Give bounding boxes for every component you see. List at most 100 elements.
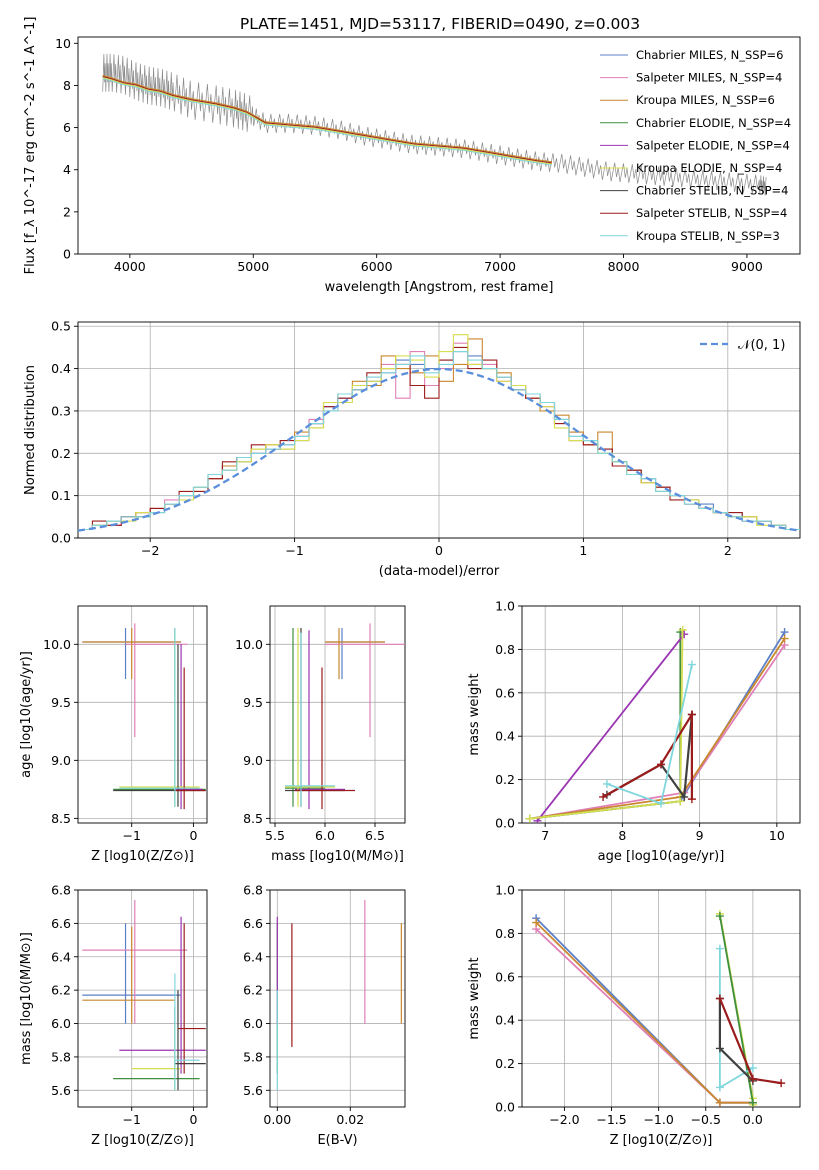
y-tick-label: 6.4 <box>243 949 263 964</box>
x-tick-label: 6.0 <box>315 828 335 843</box>
weight-marker <box>657 760 665 769</box>
y-tick-label: 0.2 <box>495 772 515 787</box>
weight-marker <box>715 1044 724 1053</box>
weight-marker <box>715 912 724 921</box>
y-tick-label: 0 <box>63 247 71 262</box>
legend-label: Salpeter MILES, N_SSP=4 <box>636 71 782 85</box>
x-tick-label: −0.5 <box>691 1112 721 1127</box>
weight-marker <box>676 797 685 806</box>
y-tick-label: 9.0 <box>51 753 71 768</box>
weight-vs-age-panel: 7 8 9 10 0.0 0.2 0.4 0.6 0.8 1.0 age [log10(age/yr… <box>467 599 801 864</box>
legend-label: Chabrier MILES, N_SSP=6 <box>636 48 783 62</box>
x-axis-label: wavelength [Angstrom, rest frame] <box>325 280 554 295</box>
y-tick-label: 0.4 <box>495 729 515 744</box>
weight-marker <box>680 792 689 801</box>
axes-frame <box>77 605 208 824</box>
residuals-panel: −2 −1 0 1 2 0.0 0.1 0.2 0.3 0.4 0.5 (data-model)/er… <box>23 319 801 579</box>
x-tick-label: 0.00 <box>263 1112 291 1127</box>
axes-frame <box>269 605 406 824</box>
legend-label: Chabrier ELODIE, N_SSP=4 <box>636 116 791 130</box>
y-tick-label: 6.6 <box>243 916 263 931</box>
axes-frame <box>269 889 406 1108</box>
x-tick-label: 9 <box>696 828 704 843</box>
x-axis-label: Z [log10(Z/Z⊙)] <box>610 1133 713 1148</box>
y-tick-label: 8 <box>63 78 71 93</box>
y-tick-label: 0.6 <box>495 685 515 700</box>
y-tick-label: 0.2 <box>51 446 71 461</box>
y-tick-label: 8.5 <box>243 811 263 826</box>
plot-area <box>82 900 206 1091</box>
x-axis-label: mass [log10(M/M⊙)] <box>271 849 404 864</box>
y-tick-label: 6.2 <box>243 983 263 998</box>
x-tick-label: 0 <box>435 543 443 558</box>
y-tick-label: 6.8 <box>51 883 71 898</box>
y-axis-label: mass [log10(M/M⊙)] <box>19 932 34 1065</box>
weight-line <box>529 638 786 820</box>
x-tick-label: −2.0 <box>549 1112 579 1127</box>
y-tick-label: 9.5 <box>243 695 263 710</box>
y-tick-label: 0.5 <box>51 319 71 334</box>
normal-curve <box>78 367 800 532</box>
weight-line <box>606 714 693 801</box>
x-tick-label: 2 <box>724 543 732 558</box>
legend-label: 𝒩(0, 1) <box>738 338 785 353</box>
y-tick-label: 0.8 <box>495 642 515 657</box>
plot-area <box>276 900 402 1091</box>
spectrum-panel: 4000 5000 6000 7000 8000 9000 0 2 4 6 8 10 wavelengt… <box>23 17 801 295</box>
weight-marker <box>687 660 696 669</box>
y-tick-label: 9.0 <box>243 753 263 768</box>
x-axis-label: E(B-V) <box>317 1133 357 1148</box>
weight-line <box>718 998 782 1085</box>
x-tick-label: 1 <box>579 543 587 558</box>
x-tick-label: −1 <box>122 828 140 843</box>
x-tick-label: −1 <box>122 1112 140 1127</box>
weight-line <box>529 644 786 820</box>
plot-area <box>102 53 767 196</box>
weight-marker <box>748 1098 757 1107</box>
x-tick-label: 7 <box>541 828 549 843</box>
y-tick-label: 6.0 <box>243 1016 263 1031</box>
x-tick-label: 6000 <box>361 259 393 274</box>
y-tick-label: 2 <box>63 204 71 219</box>
mass-vs-metallicity-panel: −1 0 5.6 5.8 6.0 6.2 6.4 6.6 6.8 Z [log10(Z/Z⊙)] m… <box>19 883 208 1148</box>
x-tick-label: 9000 <box>731 259 763 274</box>
legend-label: Salpeter STELIB, N_SSP=4 <box>636 206 787 220</box>
x-tick-label: 0.0 <box>743 1112 763 1127</box>
axes-frame <box>521 889 801 1108</box>
y-axis-label: age [log10(age/yr)] <box>19 651 34 778</box>
plot-area <box>285 623 405 810</box>
y-tick-label: 6 <box>63 120 71 135</box>
y-tick-label: 6.4 <box>51 949 71 964</box>
weight-marker <box>602 779 611 788</box>
weight-marker <box>715 994 724 1003</box>
x-tick-label: 8000 <box>608 259 640 274</box>
y-axis-label: Normed distribution <box>23 365 38 495</box>
weight-marker <box>525 814 534 823</box>
x-tick-label: 8 <box>618 828 626 843</box>
y-tick-label: 10.0 <box>235 637 263 652</box>
y-tick-label: 0.0 <box>495 816 515 831</box>
legend-label: Kroupa MILES, N_SSP=6 <box>636 93 775 107</box>
y-tick-label: 6.6 <box>51 916 71 931</box>
y-tick-label: 4 <box>63 162 71 177</box>
x-tick-label: −1 <box>285 543 303 558</box>
plot-area <box>82 623 206 810</box>
x-tick-label: 0 <box>189 1112 197 1127</box>
x-tick-label: 7000 <box>484 259 516 274</box>
x-tick-label: 5000 <box>237 259 269 274</box>
legend: 𝒩(0, 1) <box>700 338 785 353</box>
y-tick-label: 5.8 <box>243 1049 263 1064</box>
weight-marker <box>687 710 696 719</box>
weight-line <box>529 629 684 820</box>
x-tick-label: −1.0 <box>643 1112 673 1127</box>
x-tick-label: −1.5 <box>596 1112 626 1127</box>
weight-marker <box>678 625 687 634</box>
y-axis-label: mass weight <box>467 673 482 755</box>
y-tick-label: 8.5 <box>51 811 71 826</box>
weight-marker <box>532 918 541 927</box>
weight-vs-metallicity-panel: −2.0 −1.5 −1.0 −0.5 0.0 0.0 0.2 0.4 0.6 0.8 1.0 Z [… <box>467 883 801 1148</box>
y-tick-label: 0.2 <box>495 1056 515 1071</box>
y-tick-label: 5.6 <box>243 1083 263 1098</box>
axes-frame <box>77 889 208 1108</box>
